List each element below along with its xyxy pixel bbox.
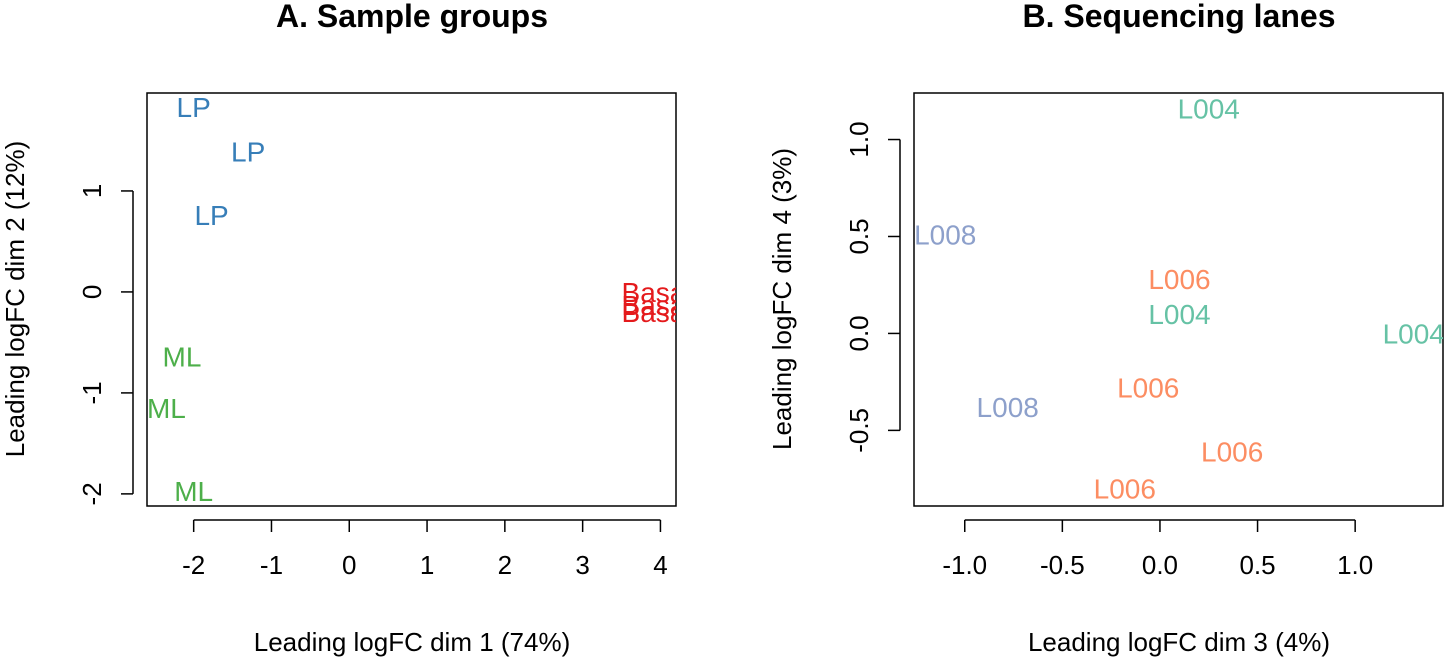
- panel-a-point-label: ML: [147, 393, 186, 424]
- panel-b-point-label: L006: [1117, 373, 1179, 404]
- panel-a-point-label: LP: [194, 200, 228, 231]
- panel-a-point-label: Basal: [622, 290, 692, 321]
- panel-b-x-tick-label: 1.0: [1337, 550, 1373, 580]
- panel-a-y-axis: -2 -1 0 1: [77, 184, 134, 505]
- panel-a-x-tick-label: 2: [498, 550, 512, 580]
- panel-b-points: L004 L004 L004 L008 L008 L006 L006 L006 L006: [914, 94, 1445, 505]
- panel-a-x-tick-label: 3: [575, 550, 589, 580]
- panel-b-point-label: L008: [977, 392, 1039, 423]
- panel-a: A. Sample groups Leading logFC dim 1 (74…: [0, 0, 692, 657]
- panel-a-title: A. Sample groups: [276, 0, 548, 34]
- panel-a-x-tick-label: 4: [653, 550, 667, 580]
- panel-a-point-label: Basal: [622, 297, 692, 328]
- panel-b-y-tick-label: 1.0: [844, 121, 874, 157]
- panel-b-y-axis: -0.5 0.0 0.5 1.0: [844, 121, 901, 453]
- panel-b-x-tick-label: 0.0: [1142, 550, 1178, 580]
- panel-a-x-tick-label: -2: [182, 550, 205, 580]
- panel-a-x-tick-label: 0: [342, 550, 356, 580]
- panel-b-y-tick-label: 0.0: [844, 315, 874, 351]
- panel-b-point-label: L006: [1094, 474, 1156, 505]
- panel-a-point-label: ML: [174, 476, 213, 507]
- panel-b-point-label: L004: [1383, 318, 1445, 349]
- panel-a-y-tick-label: 1: [77, 184, 107, 198]
- panel-b-x-axis: -1.0 -0.5 0.0 0.5 1.0: [942, 519, 1373, 580]
- panel-a-point-label: LP: [177, 92, 211, 123]
- panel-b-x-tick-label: 0.5: [1239, 550, 1275, 580]
- panel-a-y-tick-label: 0: [77, 285, 107, 299]
- panel-a-y-label: Leading logFC dim 2 (12%): [0, 141, 30, 458]
- panel-a-y-tick-label: -1: [77, 381, 107, 404]
- panel-b-point-label: L004: [1178, 94, 1240, 125]
- panel-b-point-label: L004: [1148, 299, 1210, 330]
- panel-b-x-label: Leading logFC dim 3 (4%): [1028, 627, 1330, 657]
- panel-b-point-label: L006: [1148, 264, 1210, 295]
- panel-a-x-axis: -2 -1 0 1 2 3 4: [182, 519, 668, 580]
- panel-a-x-label: Leading logFC dim 1 (74%): [254, 627, 571, 657]
- panel-b-frame: [913, 92, 1444, 507]
- panel-b-y-tick-label: 0.5: [844, 218, 874, 254]
- panel-a-point-label: Basal: [622, 277, 692, 308]
- panel-a-x-tick-label: 1: [420, 550, 434, 580]
- panel-b-x-tick-label: -0.5: [1040, 550, 1085, 580]
- panel-b-title: B. Sequencing lanes: [1023, 0, 1336, 34]
- panel-a-point-label: ML: [163, 342, 202, 373]
- panel-b-y-tick-label: -0.5: [844, 408, 874, 453]
- panel-b: B. Sequencing lanes Leading logFC dim 3 …: [767, 0, 1445, 657]
- panel-b-x-tick-label: -1.0: [942, 550, 987, 580]
- panel-b-point-label: L008: [914, 220, 976, 251]
- panel-a-point-label: LP: [231, 137, 265, 168]
- panel-b-point-label: L006: [1201, 437, 1263, 468]
- panel-a-frame: [146, 92, 677, 507]
- panel-b-y-label: Leading logFC dim 4 (3%): [767, 148, 797, 450]
- panel-a-y-tick-label: -2: [77, 482, 107, 505]
- panel-a-x-tick-label: -1: [260, 550, 283, 580]
